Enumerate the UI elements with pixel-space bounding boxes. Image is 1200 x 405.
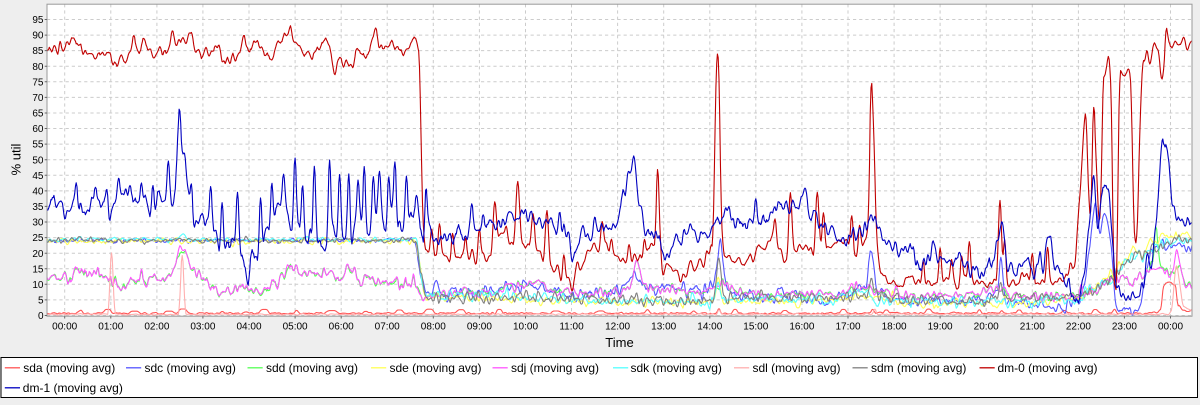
svg-text:10:00: 10:00 [513, 321, 538, 332]
svg-text:0: 0 [38, 311, 44, 322]
svg-text:13:00: 13:00 [651, 321, 676, 332]
svg-text:sda (moving avg): sda (moving avg) [23, 361, 115, 375]
svg-text:80: 80 [32, 62, 44, 73]
svg-text:15:00: 15:00 [743, 321, 768, 332]
svg-text:sdl (moving avg): sdl (moving avg) [753, 361, 841, 375]
svg-text:00:00: 00:00 [1158, 321, 1183, 332]
svg-text:16:00: 16:00 [789, 321, 814, 332]
svg-text:03:00: 03:00 [190, 321, 215, 332]
svg-text:35: 35 [32, 202, 44, 213]
svg-text:95: 95 [32, 15, 44, 26]
svg-text:02:00: 02:00 [144, 321, 169, 332]
svg-text:30: 30 [32, 218, 44, 229]
svg-text:19:00: 19:00 [928, 321, 953, 332]
svg-text:Time: Time [605, 335, 633, 350]
svg-text:sdm (moving avg): sdm (moving avg) [871, 361, 966, 375]
svg-text:06:00: 06:00 [329, 321, 354, 332]
svg-text:25: 25 [32, 233, 44, 244]
svg-text:sdc (moving avg): sdc (moving avg) [145, 361, 236, 375]
svg-text:14:00: 14:00 [697, 321, 722, 332]
svg-text:11:00: 11:00 [559, 321, 584, 332]
svg-text:10: 10 [32, 280, 44, 291]
svg-text:07:00: 07:00 [375, 321, 400, 332]
svg-text:20:00: 20:00 [974, 321, 999, 332]
svg-text:90: 90 [32, 31, 44, 42]
svg-text:sde (moving avg): sde (moving avg) [390, 361, 482, 375]
svg-text:sdd (moving avg): sdd (moving avg) [266, 361, 358, 375]
svg-text:00:00: 00:00 [52, 321, 77, 332]
svg-text:60: 60 [32, 124, 44, 135]
svg-text:dm-0 (moving avg): dm-0 (moving avg) [998, 361, 1098, 375]
svg-text:70: 70 [32, 93, 44, 104]
svg-text:17:00: 17:00 [835, 321, 860, 332]
svg-text:15: 15 [32, 264, 44, 275]
svg-text:sdj (moving avg): sdj (moving avg) [511, 361, 599, 375]
svg-text:sdk (moving avg): sdk (moving avg) [631, 361, 722, 375]
svg-text:05:00: 05:00 [283, 321, 308, 332]
svg-text:04:00: 04:00 [236, 321, 261, 332]
svg-text:22:00: 22:00 [1066, 321, 1091, 332]
svg-text:% util: % util [9, 143, 24, 175]
svg-text:dm-1 (moving avg): dm-1 (moving avg) [23, 381, 123, 395]
svg-text:21:00: 21:00 [1020, 321, 1045, 332]
svg-text:23:00: 23:00 [1112, 321, 1137, 332]
svg-text:08:00: 08:00 [421, 321, 446, 332]
svg-text:50: 50 [32, 155, 44, 166]
svg-text:09:00: 09:00 [467, 321, 492, 332]
svg-text:40: 40 [32, 187, 44, 198]
svg-text:55: 55 [32, 140, 44, 151]
svg-text:65: 65 [32, 109, 44, 120]
svg-text:01:00: 01:00 [98, 321, 123, 332]
svg-text:75: 75 [32, 77, 44, 88]
svg-text:12:00: 12:00 [605, 321, 630, 332]
svg-text:5: 5 [38, 296, 44, 307]
svg-text:18:00: 18:00 [882, 321, 907, 332]
svg-text:20: 20 [32, 249, 44, 260]
svg-text:45: 45 [32, 171, 44, 182]
svg-text:85: 85 [32, 46, 44, 57]
